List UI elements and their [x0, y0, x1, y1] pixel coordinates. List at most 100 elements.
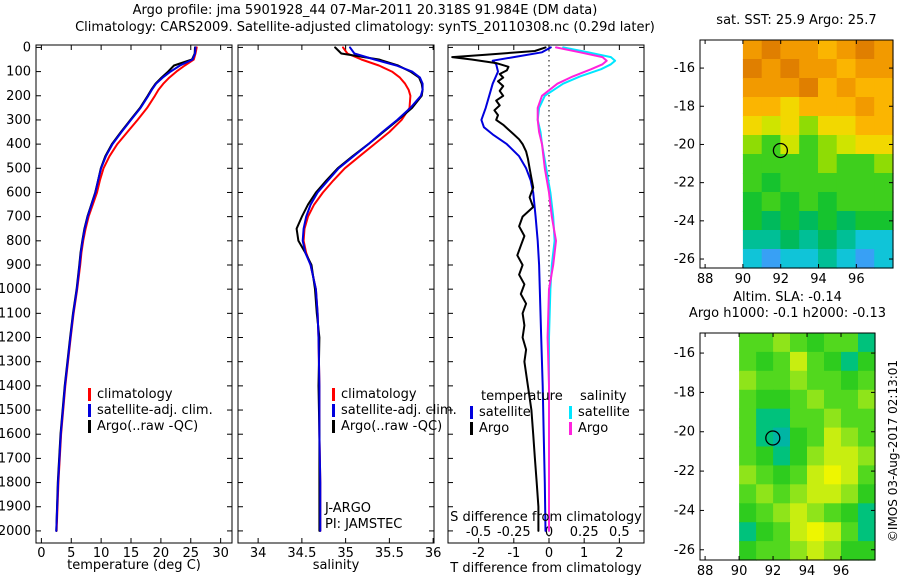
map-cell	[858, 427, 876, 448]
depth-tick-label: 400	[6, 137, 31, 152]
map-cell	[773, 522, 791, 542]
map-cell	[761, 135, 782, 155]
map-cell	[742, 135, 763, 155]
map-cell	[739, 465, 757, 485]
map-cell	[818, 154, 838, 174]
map-cell	[773, 446, 791, 466]
map-cell	[858, 503, 876, 523]
lon-tick-label: 94	[799, 564, 816, 579]
map-cell	[739, 351, 757, 372]
map-cell	[780, 40, 800, 60]
series-line-t-satellite	[480, 46, 552, 532]
map-cell	[855, 135, 875, 155]
map-cell	[756, 503, 774, 523]
map-cell	[773, 503, 791, 523]
map-cell	[841, 446, 859, 466]
legend-label: climatology	[97, 387, 173, 402]
map-cell	[773, 389, 791, 410]
map-cell	[841, 541, 859, 561]
depth-tick-label: 1600	[0, 427, 31, 442]
map-cell	[836, 40, 857, 60]
map-cell	[799, 97, 819, 117]
map-cell	[858, 446, 876, 466]
map-cell	[836, 135, 857, 155]
map-cell	[790, 446, 808, 466]
x-tick-label: 25	[182, 546, 199, 561]
s-tick-label: -0.25	[497, 525, 531, 540]
map-cell	[799, 135, 819, 155]
map-cell	[818, 135, 838, 155]
map-cell	[836, 154, 857, 174]
map-cell	[790, 465, 808, 485]
map-cell	[799, 40, 819, 60]
map-cell	[790, 351, 808, 372]
map-cell	[742, 154, 763, 174]
map-cell	[739, 503, 757, 523]
map-cell	[807, 351, 825, 372]
x-tick-label: 1	[580, 546, 588, 561]
map-cell	[807, 541, 825, 561]
map-cell	[761, 211, 782, 231]
lon-tick-label: 92	[772, 272, 789, 287]
map-cell	[824, 465, 842, 485]
map-cell	[818, 40, 838, 60]
map-cell	[824, 427, 842, 448]
map-cell	[824, 522, 842, 542]
lat-tick-label: -18	[674, 385, 695, 400]
copyright-text: ©IMOS 03-Aug-2017 02:13:01	[886, 359, 900, 543]
legend-label: climatology	[341, 387, 417, 402]
s-tick-label: 0	[545, 525, 553, 540]
map-cell	[742, 249, 763, 269]
map-cell	[836, 173, 857, 193]
temperature-axis-label: temperature (deg C)	[67, 558, 201, 573]
map-cell	[836, 78, 857, 98]
map-cell	[807, 370, 825, 391]
lon-tick-label: 92	[765, 564, 782, 579]
map-cell	[836, 230, 857, 250]
x-tick-label: 0	[37, 546, 45, 561]
depth-tick-label: 300	[6, 113, 31, 128]
x-tick-label: 35.5	[375, 546, 404, 561]
map-cell	[761, 192, 782, 212]
axes-box	[35, 44, 233, 544]
map-cell	[818, 249, 838, 269]
legend-item-sal-panel: Argo(..raw -QC)	[332, 419, 442, 434]
map-cell	[855, 230, 875, 250]
map-cell	[790, 522, 808, 542]
depth-tick-label: 0	[23, 40, 31, 55]
x-tick-label: 34	[250, 546, 267, 561]
map-cell	[773, 541, 791, 561]
legend-label: satellite	[479, 405, 531, 420]
map-cell	[874, 192, 894, 212]
map-cell	[841, 465, 859, 485]
map-cell	[874, 59, 894, 79]
legend-item-sal-panel: satellite-adj. clim.	[332, 403, 457, 418]
lon-tick-label: 90	[735, 272, 752, 287]
x-tick-label: 0	[545, 546, 553, 561]
legend-item-s-diff: satellite	[569, 405, 630, 420]
depth-tick-label: 100	[6, 65, 31, 80]
map-cell	[739, 408, 757, 429]
depth-tick-label: 500	[6, 161, 31, 176]
map-cell	[756, 370, 774, 391]
map-cell	[855, 59, 875, 79]
map-cell	[824, 370, 842, 391]
map-cell	[799, 192, 819, 212]
series-line-satellite-adj-clim-	[301, 46, 424, 532]
s-tick-label: -0.5	[466, 525, 491, 540]
map-cell	[855, 116, 875, 136]
map-cell	[807, 389, 825, 410]
legend-label: satellite	[578, 405, 630, 420]
s-tick-label: 0.25	[570, 525, 599, 540]
map-cell	[807, 484, 825, 504]
map-cell	[773, 370, 791, 391]
x-tick-label: 35	[337, 546, 354, 561]
map-cell	[739, 333, 757, 353]
map-cell	[773, 333, 791, 353]
map-cell	[742, 173, 763, 193]
x-tick-label: 30	[212, 546, 229, 561]
map-cell	[858, 465, 876, 485]
map-cell	[761, 173, 782, 193]
map-cell	[855, 173, 875, 193]
map-cell	[742, 59, 763, 79]
